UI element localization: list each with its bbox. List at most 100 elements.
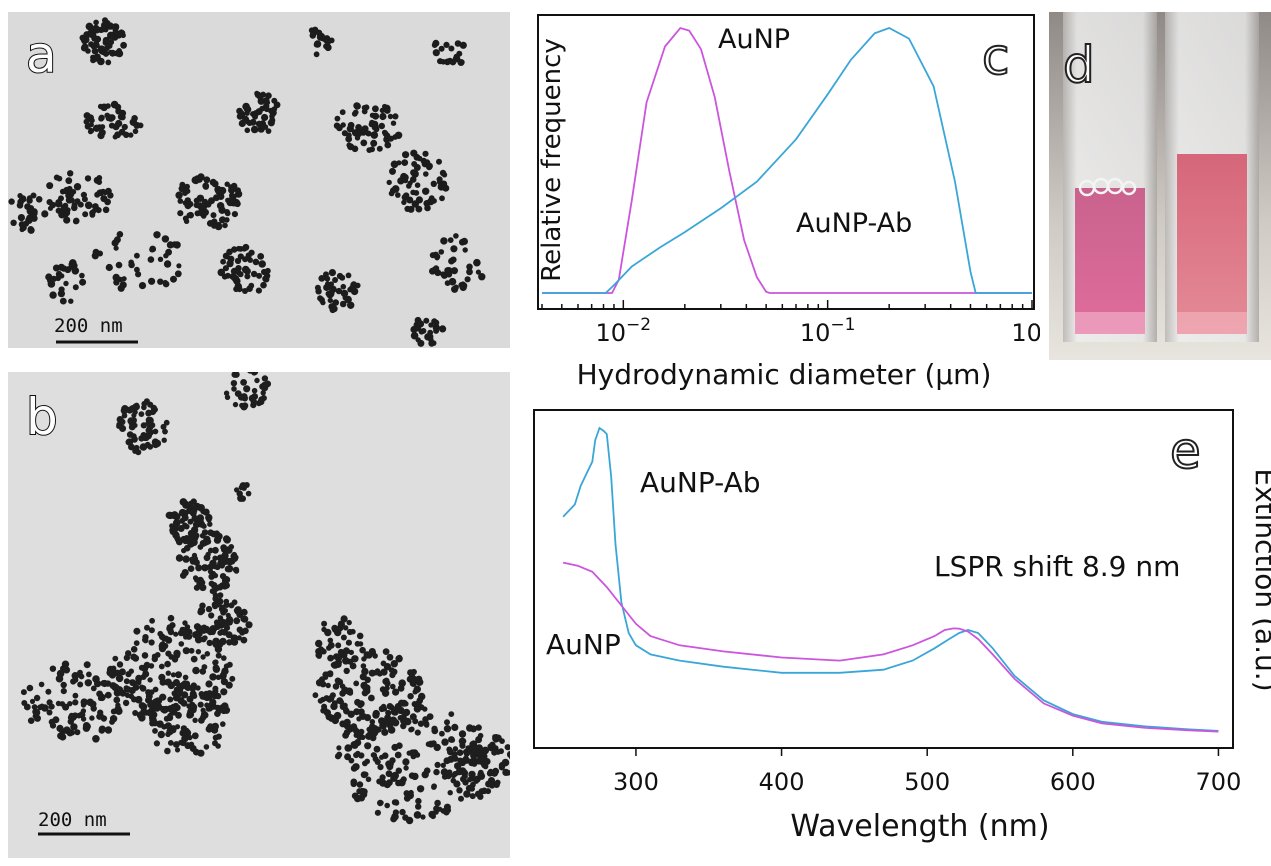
dls-annotation-aunp-ab: AuNP-Ab	[796, 208, 912, 239]
nanoparticle	[77, 201, 84, 208]
nanoparticle	[313, 40, 322, 48]
nanoparticle	[215, 652, 222, 659]
nanoparticle	[449, 58, 457, 66]
nanoparticle	[415, 700, 422, 707]
nanoparticle	[440, 59, 447, 65]
nanoparticle	[458, 730, 467, 738]
nanoparticle	[55, 700, 62, 707]
nanoparticle	[70, 678, 77, 685]
nanoparticle	[149, 422, 156, 429]
nanoparticle	[361, 656, 367, 662]
nanoparticle	[424, 333, 432, 341]
nanoparticle	[428, 340, 435, 347]
nanoparticle	[209, 628, 216, 636]
nanoparticle	[430, 180, 437, 187]
nanoparticle	[371, 120, 379, 128]
nanoparticle	[327, 654, 334, 662]
nanoparticle	[466, 263, 473, 271]
nanoparticle	[433, 327, 440, 334]
nanoparticle	[321, 626, 327, 633]
nanoparticle	[237, 393, 245, 401]
dls-y-axis-label: Relative frequency	[537, 38, 567, 282]
nanoparticle	[219, 672, 227, 680]
nanoparticle	[219, 573, 227, 580]
nanoparticle	[228, 186, 236, 194]
nanoparticle	[38, 681, 45, 688]
nanoparticle	[337, 273, 343, 279]
nanoparticle	[345, 744, 353, 752]
nanoparticle	[323, 284, 331, 291]
nanoparticle	[162, 428, 168, 435]
nanoparticle	[439, 169, 447, 177]
dls-x-tick-label: 10−1	[800, 315, 856, 347]
nanoparticle	[356, 131, 362, 137]
nanoparticle	[444, 806, 452, 814]
nanoparticle	[359, 673, 367, 681]
nanoparticle	[248, 249, 255, 256]
nanoparticle	[379, 107, 386, 114]
nanoparticle	[209, 698, 217, 706]
nanoparticle	[175, 191, 183, 199]
nanoparticle	[478, 750, 484, 756]
nanoparticle	[326, 696, 333, 703]
nanoparticle	[164, 660, 171, 668]
nanoparticle	[257, 125, 265, 133]
nanoparticle	[347, 690, 354, 696]
nanoparticle	[115, 674, 124, 683]
nanoparticle	[135, 449, 142, 456]
nanoparticle	[315, 639, 323, 648]
nanoparticle	[210, 530, 218, 538]
nanoparticle	[72, 692, 79, 699]
nanoparticle	[336, 624, 344, 632]
nanoparticle	[250, 398, 257, 405]
nanoparticle	[350, 287, 359, 296]
nanoparticle	[171, 524, 179, 533]
nanoparticle	[121, 276, 127, 282]
nanoparticle	[173, 241, 181, 249]
nanoparticle	[381, 752, 389, 759]
nanoparticle	[332, 683, 340, 690]
nanoparticle	[252, 258, 260, 266]
nanoparticle	[460, 738, 467, 744]
nanoparticle	[173, 741, 180, 748]
nanoparticle	[390, 660, 398, 668]
nanoparticle	[116, 231, 124, 238]
nanoparticle	[133, 121, 141, 129]
nanoparticle	[175, 711, 182, 719]
nanoparticle	[63, 216, 71, 224]
nanoparticle	[444, 719, 450, 726]
nanoparticle	[197, 749, 205, 757]
nanoparticle	[84, 201, 93, 210]
nanoparticle	[382, 648, 390, 655]
nanoparticle	[459, 239, 466, 246]
nanoparticle	[264, 267, 271, 274]
nanoparticle	[353, 708, 361, 716]
nanoparticle	[391, 743, 399, 751]
nanoparticle	[355, 750, 361, 757]
nanoparticle	[183, 680, 191, 687]
nanoparticle	[502, 768, 510, 776]
nanoparticle	[245, 621, 253, 629]
nanoparticle	[124, 686, 132, 693]
nanoparticle	[102, 17, 108, 24]
nanoparticle	[370, 139, 378, 147]
nanoparticle	[475, 269, 481, 275]
nanoparticle	[409, 713, 417, 721]
nanoparticle	[444, 769, 450, 776]
nanoparticle	[117, 113, 125, 121]
nanoparticle	[422, 716, 429, 723]
nanoparticle	[84, 175, 92, 182]
nanoparticle	[187, 565, 195, 572]
nanoparticle	[27, 226, 35, 234]
nanoparticle	[82, 211, 89, 218]
nanoparticle	[181, 691, 189, 699]
nanoparticle	[422, 150, 429, 157]
nanoparticle	[201, 198, 209, 205]
nanoparticle	[421, 160, 429, 168]
nanoparticle	[125, 671, 132, 678]
nanoparticle	[112, 273, 120, 282]
nanoparticle	[66, 729, 74, 737]
nanoparticle	[388, 190, 395, 197]
nanoparticle	[451, 723, 459, 731]
nanoparticle	[113, 689, 122, 697]
